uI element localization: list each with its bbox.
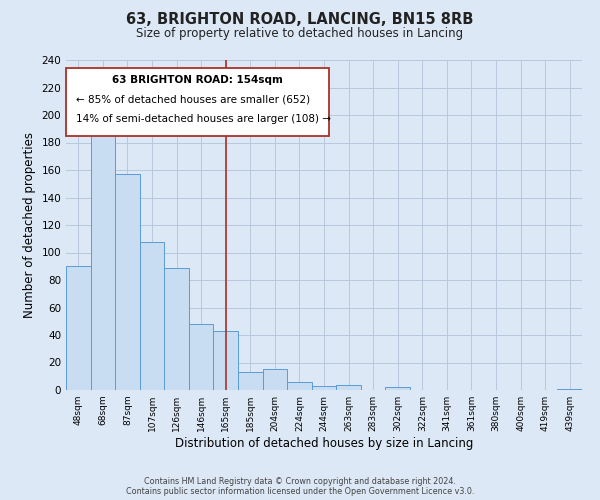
Text: 63, BRIGHTON ROAD, LANCING, BN15 8RB: 63, BRIGHTON ROAD, LANCING, BN15 8RB [127,12,473,28]
Bar [189,324,214,390]
Bar [263,370,287,390]
Text: ← 85% of detached houses are smaller (652): ← 85% of detached houses are smaller (65… [76,94,310,104]
Bar [312,386,336,390]
Text: 63 BRIGHTON ROAD: 154sqm: 63 BRIGHTON ROAD: 154sqm [112,75,283,85]
Text: Contains HM Land Registry data © Crown copyright and database right 2024.: Contains HM Land Registry data © Crown c… [144,477,456,486]
Bar [140,242,164,390]
FancyBboxPatch shape [66,68,329,136]
Bar [115,174,140,390]
Bar [287,382,312,390]
Bar [91,124,115,390]
Bar [336,384,361,390]
Bar [385,387,410,390]
Text: Size of property relative to detached houses in Lancing: Size of property relative to detached ho… [136,28,464,40]
Text: 14% of semi-detached houses are larger (108) →: 14% of semi-detached houses are larger (… [76,114,331,124]
Bar [238,372,263,390]
Bar [214,331,238,390]
Bar [66,266,91,390]
Y-axis label: Number of detached properties: Number of detached properties [23,132,36,318]
Text: Contains public sector information licensed under the Open Government Licence v3: Contains public sector information licen… [126,487,474,496]
Bar [557,388,582,390]
Bar [164,268,189,390]
X-axis label: Distribution of detached houses by size in Lancing: Distribution of detached houses by size … [175,437,473,450]
